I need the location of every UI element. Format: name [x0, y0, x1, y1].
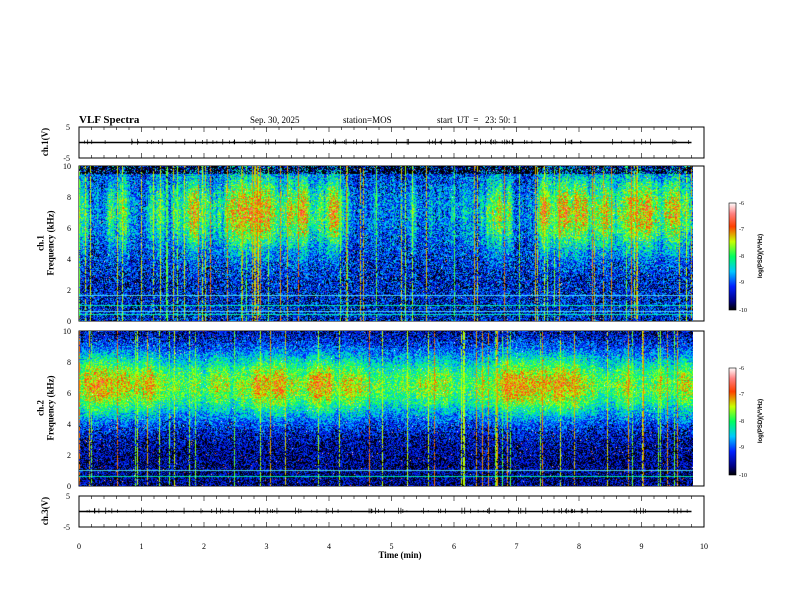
ch2-ytick-10: 10	[63, 327, 71, 336]
figure-title: VLF Spectra	[79, 114, 140, 126]
ch1-colorbar: -6 -7 -8 -9 -10 log(PSD)(V²/Hz)	[728, 201, 764, 314]
ch2-ytick-6: 6	[67, 389, 71, 398]
ch2-cb-tick-4: -9	[739, 445, 744, 451]
xtick-7: 7	[515, 542, 519, 551]
ch2-spectrogram-ticks	[78, 331, 705, 486]
ch1-voltage-ytick-bottom: -5	[63, 154, 70, 163]
ch1-cb-tick-5: -10	[739, 308, 747, 314]
ch1-colorbar-label: log(PSD)(V²/Hz)	[757, 234, 764, 278]
ch2-channel-label-line-1: Frequency (kHz)	[45, 375, 55, 440]
ch1-colorbar-gradient	[728, 202, 737, 311]
xtick-1: 1	[140, 542, 144, 551]
ch1-voltage-ylabel: ch.1(V)	[40, 128, 50, 156]
xtick-5: 5	[390, 542, 394, 551]
ch1-voltage-ticks	[78, 127, 705, 158]
xtick-6: 6	[452, 542, 456, 551]
ch2-cb-tick-1: -6	[739, 366, 744, 372]
ch1-voltage-panel: 5 -5 ch.1(V)	[40, 123, 705, 163]
ch1-cb-tick-4: -9	[739, 280, 744, 286]
xtick-9: 9	[640, 542, 644, 551]
ch2-cb-tick-3: -8	[739, 419, 744, 425]
ch2-channel-label: ch.2Frequency (kHz)	[35, 375, 55, 440]
ch2-ytick-0: 0	[67, 482, 71, 491]
header-station: station=MOS	[343, 115, 392, 125]
time-axis-label: Time (min)	[378, 550, 421, 560]
ch2-ytick-8: 8	[67, 358, 71, 367]
xtick-3: 3	[265, 542, 269, 551]
ch3-voltage-ticks	[78, 496, 705, 527]
header-date: Sep. 30, 2025	[250, 115, 300, 125]
ch1-ytick-6: 6	[67, 224, 71, 233]
xtick-8: 8	[577, 542, 581, 551]
ch3-voltage-ytick-top: 5	[66, 492, 70, 501]
ch3-voltage-panel: 5 -5 ch.3(V)	[40, 492, 705, 532]
ch1-cb-tick-3: -8	[739, 254, 744, 260]
ch2-colorbar-label: log(PSD)(V²/Hz)	[757, 399, 764, 443]
ch2-spectrogram-panel: 0 2 4 6 8 10 ch.2Frequency (kHz)	[35, 327, 705, 491]
xtick-4: 4	[327, 542, 331, 551]
ch1-channel-label-line-1: Frequency (kHz)	[45, 210, 55, 275]
time-axis: 0 1 2 3 4 5 6 7 8 9 10 Time (min)	[77, 542, 708, 560]
ch2-channel-label-line-0: ch.2	[35, 400, 45, 416]
ch1-ytick-10: 10	[63, 162, 71, 171]
xtick-10: 10	[700, 542, 708, 551]
ch3-voltage-ytick-bottom: -5	[63, 523, 70, 532]
ch3-voltage-ylabel: ch.3(V)	[40, 497, 50, 525]
ch1-voltage-ytick-top: 5	[66, 123, 70, 132]
ch1-spectrogram-ticks	[78, 166, 705, 321]
ch2-colorbar-gradient	[728, 367, 737, 476]
ch1-spectrogram-panel: 0 2 4 6 8 10 ch.1Frequency (kHz)	[35, 162, 705, 326]
ch2-spectrogram-image	[79, 331, 693, 486]
header-start-time: start UT = 23: 50: 1	[437, 115, 517, 125]
ch1-cb-tick-2: -7	[739, 227, 744, 233]
ch3-voltage-trace	[79, 507, 692, 514]
ch1-ytick-2: 2	[67, 286, 71, 295]
ch2-spectrogram-yticks: 0 2 4 6 8 10	[63, 327, 71, 491]
ch1-ytick-0: 0	[67, 317, 71, 326]
xtick-0: 0	[77, 542, 81, 551]
ch1-cb-tick-1: -6	[739, 201, 744, 207]
ch2-ytick-4: 4	[67, 420, 71, 429]
ch1-ytick-8: 8	[67, 193, 71, 202]
ch2-ytick-2: 2	[67, 451, 71, 460]
ch1-voltage-trace	[79, 138, 692, 145]
ch1-channel-label: ch.1Frequency (kHz)	[35, 210, 55, 275]
ch2-cb-tick-5: -10	[739, 473, 747, 479]
ch1-ytick-4: 4	[67, 255, 71, 264]
ch1-spectrogram-yticks: 0 2 4 6 8 10	[63, 162, 71, 326]
ch1-channel-label-line-0: ch.1	[35, 235, 45, 251]
ch2-cb-tick-2: -7	[739, 392, 744, 398]
ch2-colorbar: -6 -7 -8 -9 -10 log(PSD)(V²/Hz)	[728, 366, 764, 479]
xtick-2: 2	[202, 542, 206, 551]
ch1-spectrogram-image	[79, 166, 693, 321]
